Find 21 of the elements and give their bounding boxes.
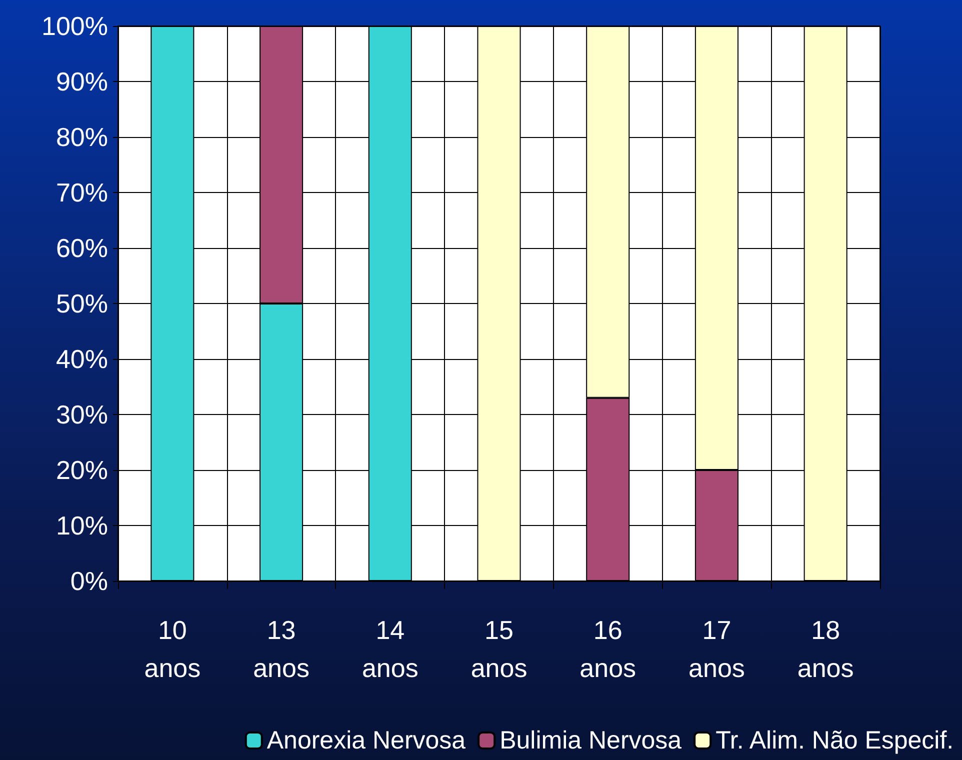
x-tick-label: 15 anos bbox=[470, 615, 528, 683]
y-tick-label: 40% bbox=[56, 344, 108, 374]
y-tick-label: 60% bbox=[56, 233, 108, 263]
x-tick-label: 10 anos bbox=[144, 615, 201, 683]
x-tick-label: 17 anos bbox=[688, 615, 745, 683]
y-tick-label: 10% bbox=[56, 510, 108, 540]
y-tick-label: 0% bbox=[70, 566, 108, 596]
y-tick-label: 90% bbox=[56, 66, 108, 96]
x-tick-label: 18 anos bbox=[797, 615, 854, 683]
y-tick-label: 30% bbox=[56, 400, 108, 430]
x-tick-label: 14 anos bbox=[362, 615, 418, 683]
y-tick-label: 20% bbox=[56, 455, 108, 485]
y-tick-label: 50% bbox=[56, 288, 108, 318]
y-tick-label: 70% bbox=[56, 178, 108, 208]
y-tick-label: 80% bbox=[56, 122, 108, 152]
legend-label: Anorexia Nervosa bbox=[266, 726, 466, 754]
legend-label: Tr. Alim. Não Especif. bbox=[716, 726, 954, 754]
y-tick-label: 100% bbox=[42, 11, 108, 41]
legend-label: Bulimia Nervosa bbox=[500, 726, 682, 754]
x-tick-label: 13 anos bbox=[253, 615, 310, 683]
x-tick-label: 16 anos bbox=[580, 615, 636, 683]
